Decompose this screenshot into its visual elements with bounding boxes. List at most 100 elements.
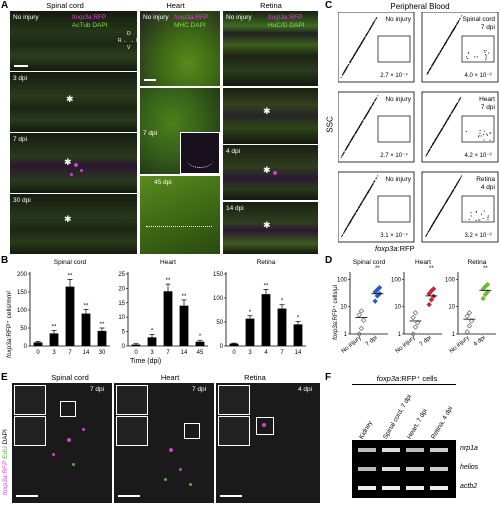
x-tick-label: 3: [248, 350, 252, 356]
event-dot: [345, 68, 347, 70]
label-4dpi: 4 dpi: [298, 386, 313, 393]
retina-micrograph-4dpi-top: ✱: [223, 88, 318, 144]
event-dot: [374, 20, 376, 22]
event-dot: [347, 224, 349, 226]
event-dot: [365, 114, 367, 116]
event-dot: [450, 114, 452, 116]
inset: [116, 416, 148, 446]
panel-label-a: A: [1, 0, 9, 11]
flow-plot: [421, 12, 499, 83]
y-tick-label: 150: [213, 272, 224, 278]
event-dot: [358, 127, 360, 129]
y-tick-label: 10: [394, 305, 401, 311]
event-dot: [436, 56, 438, 58]
x-tick-label: 7: [166, 350, 170, 356]
event-dot: [360, 202, 362, 204]
event-dot: [449, 194, 451, 196]
event-dot: [365, 35, 367, 37]
event-dot: [449, 35, 451, 37]
event-dot: [364, 116, 366, 118]
event-dot: [363, 118, 365, 120]
event-dot: [440, 50, 442, 52]
event-dot: [370, 105, 372, 107]
event-dot: [458, 19, 460, 21]
orient-rc: R ← → C: [118, 38, 137, 44]
event-dot: [445, 201, 447, 203]
bar: [81, 313, 91, 346]
event-dot: [425, 155, 427, 157]
event-dot: [358, 206, 360, 208]
event-dot: [366, 33, 368, 35]
event-dot: [490, 132, 492, 134]
label-7dpi: 7 dpi: [192, 386, 207, 393]
event-dot: [430, 67, 432, 69]
label-7dpi: 7 dpi: [13, 136, 28, 143]
chart-title: Heart: [415, 259, 431, 266]
lane-label-retina: Retina, 4 dpi: [430, 405, 455, 441]
event-dot: [455, 25, 457, 27]
event-dot: [361, 201, 363, 203]
event-dot: [363, 198, 365, 200]
event-dot: [427, 72, 429, 74]
event-dot: [452, 29, 454, 31]
event-dot: [432, 63, 434, 65]
event-dot: [444, 43, 446, 45]
gate-frequency: 4.2 × 10⁻³: [464, 153, 491, 159]
event-dot: [479, 219, 481, 221]
event-dot: [475, 210, 477, 212]
event-dot: [446, 120, 448, 122]
event-dot: [428, 230, 430, 232]
event-dot: [369, 108, 371, 110]
event-dot: [343, 231, 345, 233]
significance-label: **: [264, 283, 269, 289]
event-dot: [435, 58, 437, 60]
bar: [261, 294, 271, 346]
significance-label: **: [483, 266, 488, 272]
heart-micrograph-45dpi: 45 dpi: [140, 176, 220, 254]
event-dot: [475, 219, 477, 221]
event-dot: [360, 44, 362, 46]
flow-plot: [338, 12, 415, 83]
event-dot: [448, 116, 450, 118]
event-dot: [366, 113, 368, 115]
event-dot: [476, 56, 478, 58]
event-dot: [341, 234, 343, 236]
panel-e-spinal-micrograph: 7 dpi: [12, 383, 112, 503]
event-dot: [372, 22, 374, 24]
event-dot: [365, 195, 367, 197]
event-dot: [480, 213, 482, 215]
event-dot: [366, 34, 368, 36]
event-dot: [429, 229, 431, 231]
event-dot: [435, 138, 437, 140]
flow-plot: [421, 171, 499, 243]
event-dot: [460, 96, 462, 98]
event-dot: [345, 227, 347, 229]
data-point: [376, 284, 383, 291]
event-dot: [432, 143, 434, 145]
data-point: [410, 331, 416, 337]
plot-condition-label: Spinal cord: [462, 16, 495, 23]
event-dot: [373, 181, 375, 183]
event-dot: [434, 60, 436, 62]
data-point: [428, 297, 435, 303]
event-dot: [453, 109, 455, 111]
event-dot: [348, 144, 350, 146]
significance-label: *: [151, 328, 154, 334]
event-dot: [447, 117, 449, 119]
event-dot: [461, 15, 463, 17]
event-dot: [447, 198, 449, 200]
event-dot: [452, 30, 454, 32]
gate-box: [461, 195, 495, 223]
event-dot: [457, 20, 459, 22]
event-dot: [448, 36, 450, 38]
event-dot: [375, 177, 377, 179]
panel-c-title: Peripheral Blood: [390, 2, 450, 11]
event-dot: [468, 52, 470, 54]
y-tick-label: 1: [344, 332, 348, 338]
event-dot: [444, 203, 446, 205]
y-tick-label: 150: [17, 290, 28, 296]
event-dot: [342, 73, 344, 75]
event-dot: [374, 19, 376, 21]
spinal-cord-micrograph-30dpi: 30 dpi ✱: [10, 194, 137, 254]
label-no-injury: No injury: [13, 14, 39, 21]
